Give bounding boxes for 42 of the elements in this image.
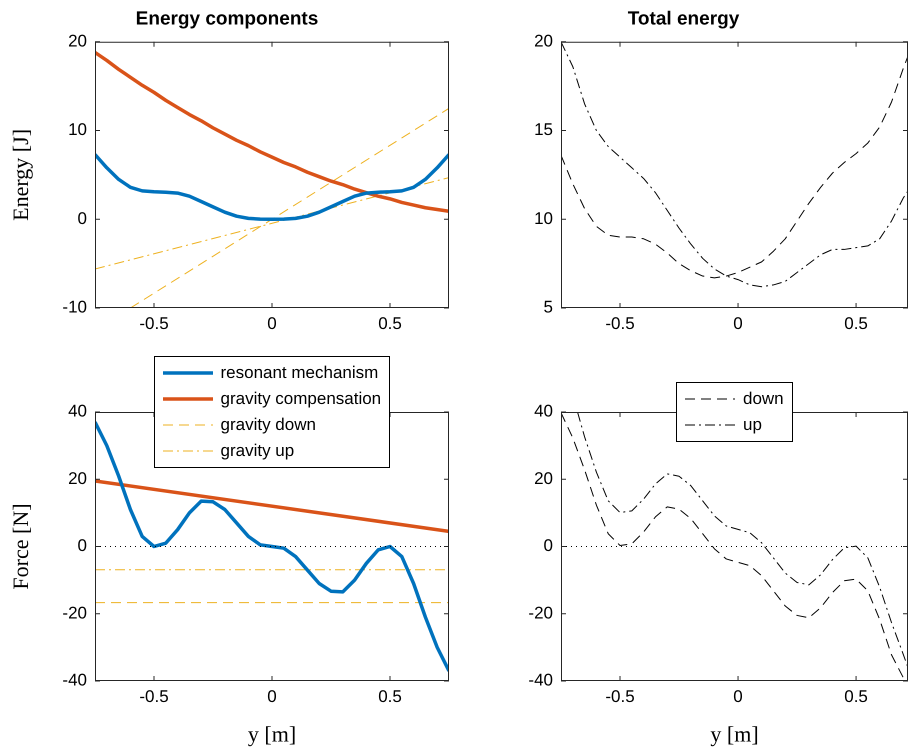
x-tick-label: 0	[733, 686, 743, 706]
y-tick-label: 40	[534, 402, 553, 421]
y-tick-label: 20	[534, 31, 553, 50]
y-tick-label: 10	[534, 208, 553, 228]
legend-label: gravity up	[220, 440, 294, 462]
y-tick-label: 10	[68, 120, 87, 140]
legend-label: down	[743, 388, 784, 410]
x-tick-label: -0.5	[605, 686, 635, 706]
x-axis-title: y [m]	[248, 722, 296, 747]
chart-title: Total energy	[628, 8, 740, 30]
y-tick-label: -40	[528, 670, 553, 690]
y-tick-label: -20	[528, 603, 553, 622]
y-tick-label: 15	[534, 120, 553, 140]
legend-label: gravity compensation	[220, 388, 382, 410]
y-tick-label: 20	[534, 468, 553, 488]
x-tick-label: 0.5	[378, 686, 402, 706]
y-tick-label: -10	[62, 298, 87, 317]
chart-title: Energy components	[136, 8, 318, 30]
legend-label: resonant mechanism	[220, 362, 378, 384]
y-tick-label: -20	[62, 603, 87, 622]
x-tick-label: -0.5	[605, 314, 635, 333]
x-tick-label: 0	[267, 686, 277, 706]
y-tick-label: 0	[78, 536, 87, 556]
x-tick-label: -0.5	[139, 686, 169, 706]
y-tick-label: 0	[544, 536, 553, 556]
x-tick-label: 0.5	[378, 314, 402, 333]
y-tick-label: 5	[544, 298, 553, 317]
y-axis-title: Force [N]	[8, 503, 33, 590]
legend-label: up	[743, 414, 762, 436]
x-tick-label: 0	[267, 314, 277, 333]
y-tick-label: 40	[68, 402, 87, 421]
y-axis-title: Energy [J]	[8, 128, 33, 221]
y-tick-label: -40	[62, 670, 87, 690]
x-tick-label: 0	[733, 314, 743, 333]
y-tick-label: 20	[68, 468, 87, 488]
legend-label: gravity down	[220, 414, 316, 436]
x-tick-label: -0.5	[139, 314, 169, 333]
x-tick-label: 0.5	[844, 686, 868, 706]
y-tick-label: 0	[78, 208, 87, 228]
y-tick-label: 20	[68, 31, 87, 50]
x-axis-title: y [m]	[710, 722, 759, 747]
x-tick-label: 0.5	[844, 314, 868, 333]
